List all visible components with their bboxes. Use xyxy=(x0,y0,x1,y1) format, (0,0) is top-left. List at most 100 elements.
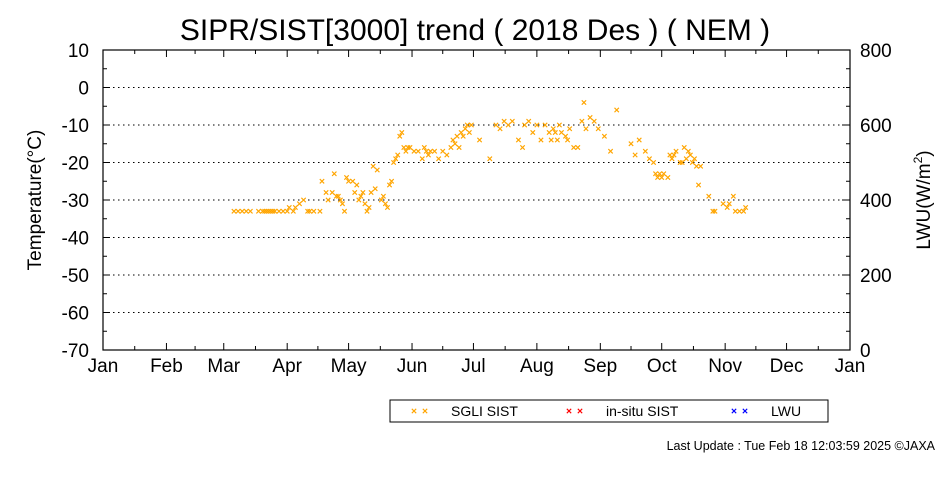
data-point xyxy=(452,141,458,147)
y-tick-label: -50 xyxy=(62,266,89,287)
data-point xyxy=(583,126,589,132)
data-point xyxy=(339,201,346,207)
legend-label-in-situ-sist: in-situ SIST xyxy=(606,403,679,419)
legend-label-lwu: LWU xyxy=(771,403,801,419)
x-tick-label: Sep xyxy=(583,356,617,377)
data-point xyxy=(652,171,659,177)
data-point xyxy=(695,182,702,188)
data-point xyxy=(487,156,493,162)
data-point xyxy=(372,186,378,192)
legend-marker xyxy=(742,408,748,414)
data-point xyxy=(509,118,515,124)
data-point xyxy=(548,137,554,143)
data-point xyxy=(329,189,335,196)
data-point xyxy=(405,144,411,151)
data-point xyxy=(305,208,311,214)
y2-axis-label-main: LWU(W/m xyxy=(914,163,935,249)
data-point xyxy=(431,148,438,154)
data-point xyxy=(368,189,374,196)
last-update-text: Last Update : Tue Feb 18 12:03:59 2025 ©… xyxy=(667,439,936,453)
data-point xyxy=(689,159,696,166)
data-point xyxy=(628,141,634,147)
data-point xyxy=(712,208,718,214)
y-tick-label: -40 xyxy=(62,229,89,250)
data-point xyxy=(378,197,384,203)
legend-markers xyxy=(411,408,748,414)
legend: SGLI SIST in-situ SIST LWU xyxy=(389,399,829,423)
data-point xyxy=(550,126,556,132)
data-point xyxy=(260,208,266,214)
data-point xyxy=(352,189,358,196)
data-point xyxy=(341,208,348,214)
x-tick-label: Apr xyxy=(272,356,302,377)
data-point xyxy=(534,122,540,128)
data-point xyxy=(366,204,372,211)
data-point xyxy=(454,133,460,139)
data-point xyxy=(384,204,391,211)
data-point xyxy=(646,156,653,162)
data-point xyxy=(706,193,712,199)
data-point xyxy=(519,144,526,151)
data-point xyxy=(270,208,276,214)
x-tick-label: Aug xyxy=(520,356,554,377)
data-point xyxy=(538,137,544,143)
data-point xyxy=(415,148,421,154)
data-point xyxy=(331,171,337,177)
data-point xyxy=(558,129,565,136)
data-point xyxy=(636,137,642,143)
x-tick-label: Mar xyxy=(207,356,240,377)
data-point xyxy=(386,182,393,188)
y-tick-label: 0 xyxy=(78,79,89,100)
data-point xyxy=(736,208,743,214)
y-tick-label: -30 xyxy=(62,191,89,212)
data-point xyxy=(743,204,749,211)
data-point xyxy=(448,144,454,151)
data-point xyxy=(546,129,552,136)
data-point xyxy=(571,144,577,151)
data-point xyxy=(564,137,571,143)
data-point xyxy=(350,178,356,184)
data-point xyxy=(358,193,364,199)
data-point xyxy=(280,208,286,214)
data-point xyxy=(661,171,667,177)
data-point xyxy=(720,201,726,207)
data-point xyxy=(335,193,341,199)
data-point xyxy=(669,156,675,162)
y2-axis-label: LWU(W/m2) xyxy=(911,150,935,249)
data-point xyxy=(317,208,323,214)
x-tick-label: Feb xyxy=(150,356,183,377)
data-point xyxy=(693,163,700,169)
data-point xyxy=(444,152,450,158)
data-point xyxy=(595,126,601,132)
data-point xyxy=(268,208,274,214)
data-point xyxy=(579,118,585,124)
data-point xyxy=(401,144,407,151)
legend-marker xyxy=(411,408,417,414)
data-point xyxy=(397,133,403,139)
data-point xyxy=(235,208,241,214)
data-point xyxy=(292,204,298,211)
data-point xyxy=(460,133,466,139)
data-point xyxy=(650,159,657,166)
data-point xyxy=(691,156,698,162)
data-point xyxy=(388,178,395,184)
data-point xyxy=(411,148,417,154)
data-point xyxy=(671,152,677,158)
data-point xyxy=(732,208,738,214)
data-point xyxy=(354,182,360,188)
data-point xyxy=(462,126,468,132)
data-point xyxy=(343,174,350,181)
y-axis-label: Temperature(°C) xyxy=(25,130,46,271)
x-tick-label: May xyxy=(331,356,367,377)
x-tick-label: Dec xyxy=(770,356,804,377)
data-point xyxy=(591,118,597,124)
data-point xyxy=(505,122,511,128)
data-point xyxy=(427,148,434,154)
data-point xyxy=(356,197,362,203)
data-point xyxy=(493,122,499,128)
data-point xyxy=(419,156,425,162)
data-point xyxy=(247,208,253,214)
data-point xyxy=(262,208,268,214)
y-tick-label: -70 xyxy=(62,341,89,362)
